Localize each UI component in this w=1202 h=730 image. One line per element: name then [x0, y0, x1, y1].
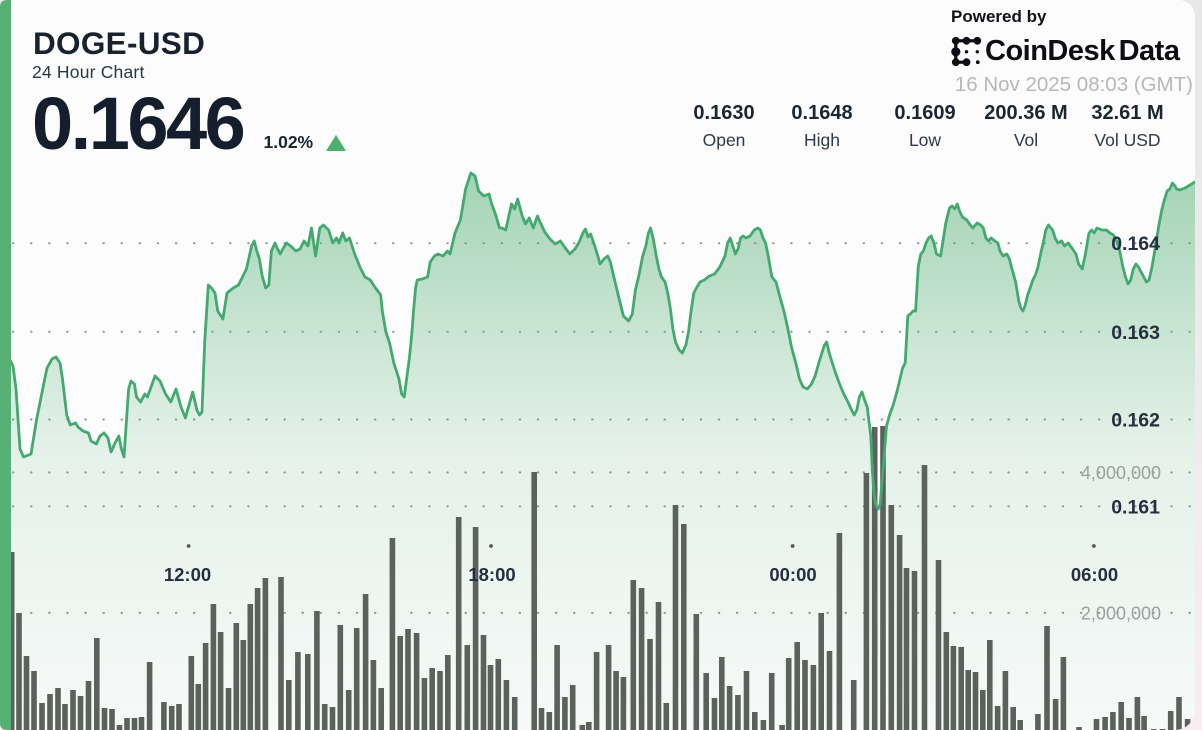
svg-text:4,000,000: 4,000,000 [1081, 463, 1161, 483]
svg-text:0.161: 0.161 [1111, 496, 1160, 518]
svg-text:0.162: 0.162 [1111, 410, 1160, 432]
svg-text:12:00: 12:00 [164, 564, 211, 585]
svg-text:00:00: 00:00 [769, 564, 816, 585]
svg-text:0.163: 0.163 [1111, 322, 1160, 344]
svg-text:0.164: 0.164 [1111, 233, 1160, 255]
svg-text:18:00: 18:00 [468, 564, 515, 585]
svg-text:2,000,000: 2,000,000 [1081, 604, 1161, 624]
svg-text:06:00: 06:00 [1071, 564, 1118, 585]
